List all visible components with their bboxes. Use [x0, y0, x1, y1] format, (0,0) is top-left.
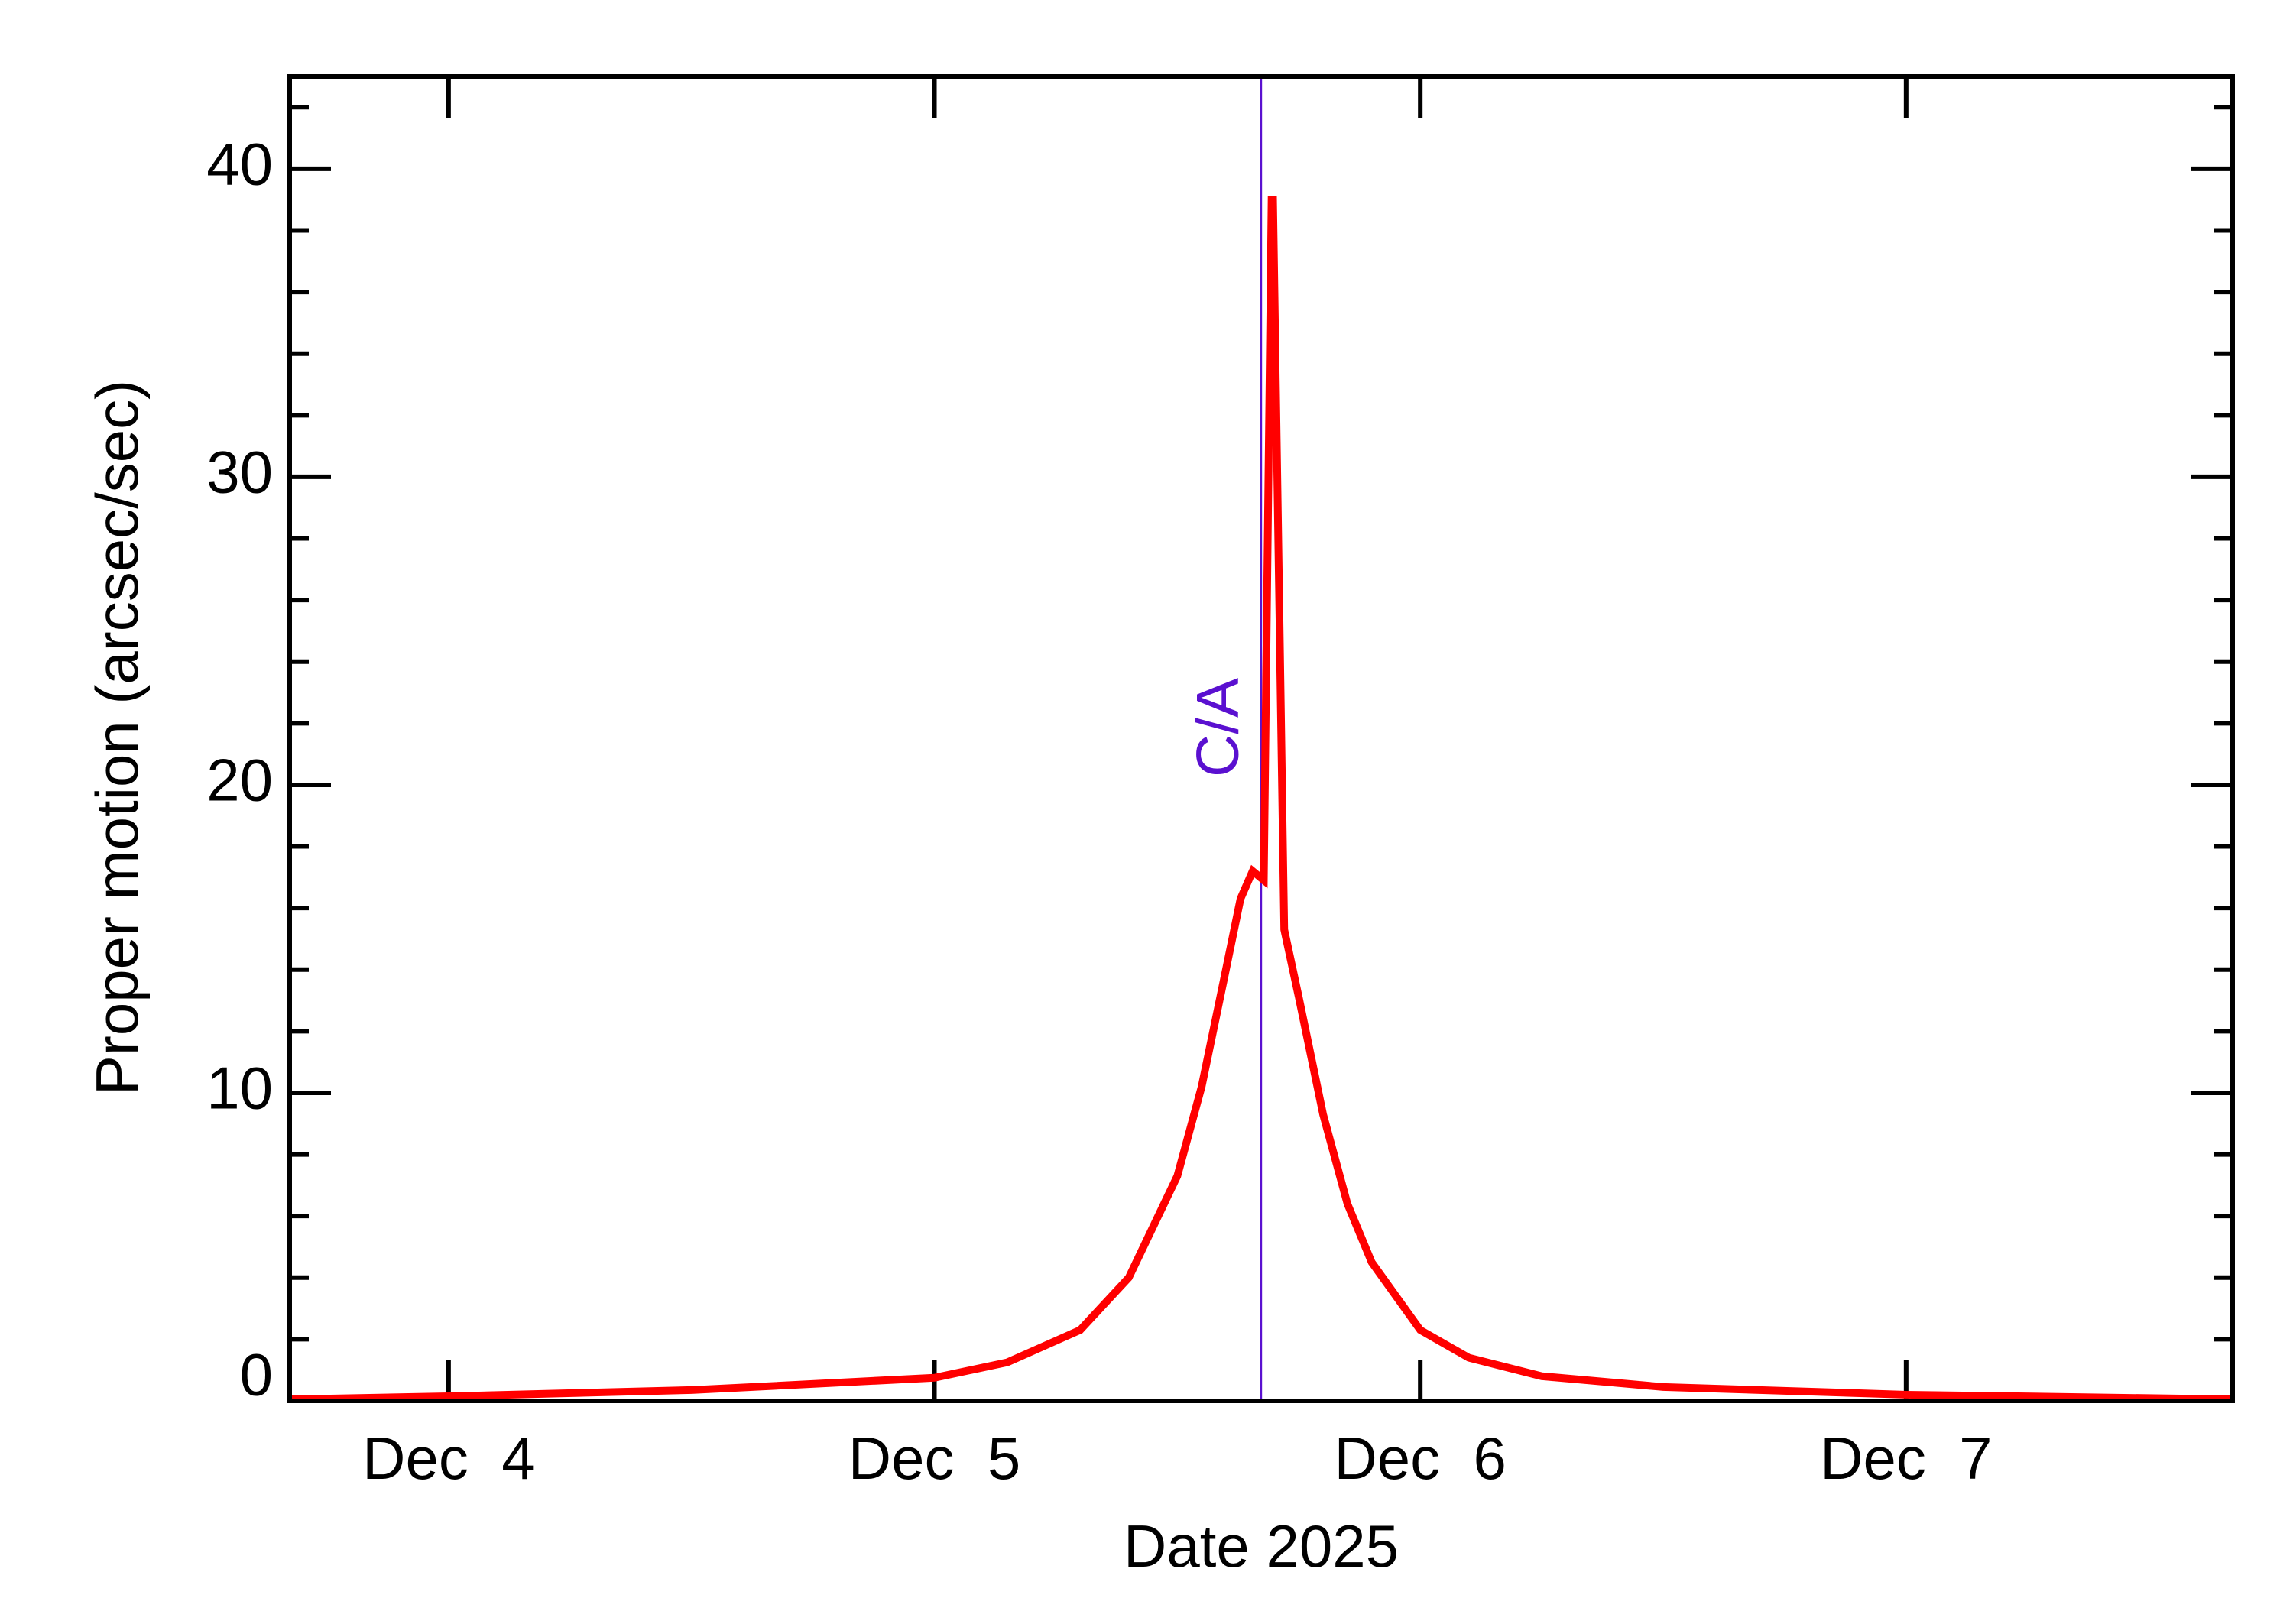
- x-tick-label: Dec 5: [848, 1425, 1020, 1492]
- y-tick-label: 20: [206, 747, 273, 814]
- y-tick-label: 40: [206, 131, 273, 198]
- data-line: [289, 196, 2233, 1403]
- y-tick-label: 10: [206, 1055, 273, 1122]
- y-tick-label: 0: [240, 1341, 273, 1408]
- y-axis-label: Proper motion (arcsec/sec): [83, 380, 151, 1095]
- x-tick-label: Dec 7: [1820, 1425, 1992, 1492]
- x-axis-label: Date 2025: [1124, 1512, 1399, 1580]
- x-tick-label: Dec 6: [1334, 1425, 1506, 1492]
- closest-approach-label: C/A: [1184, 678, 1251, 777]
- y-tick-label: 30: [206, 439, 273, 506]
- x-tick-label: Dec 4: [362, 1425, 534, 1492]
- plot-frame: [287, 74, 2235, 1403]
